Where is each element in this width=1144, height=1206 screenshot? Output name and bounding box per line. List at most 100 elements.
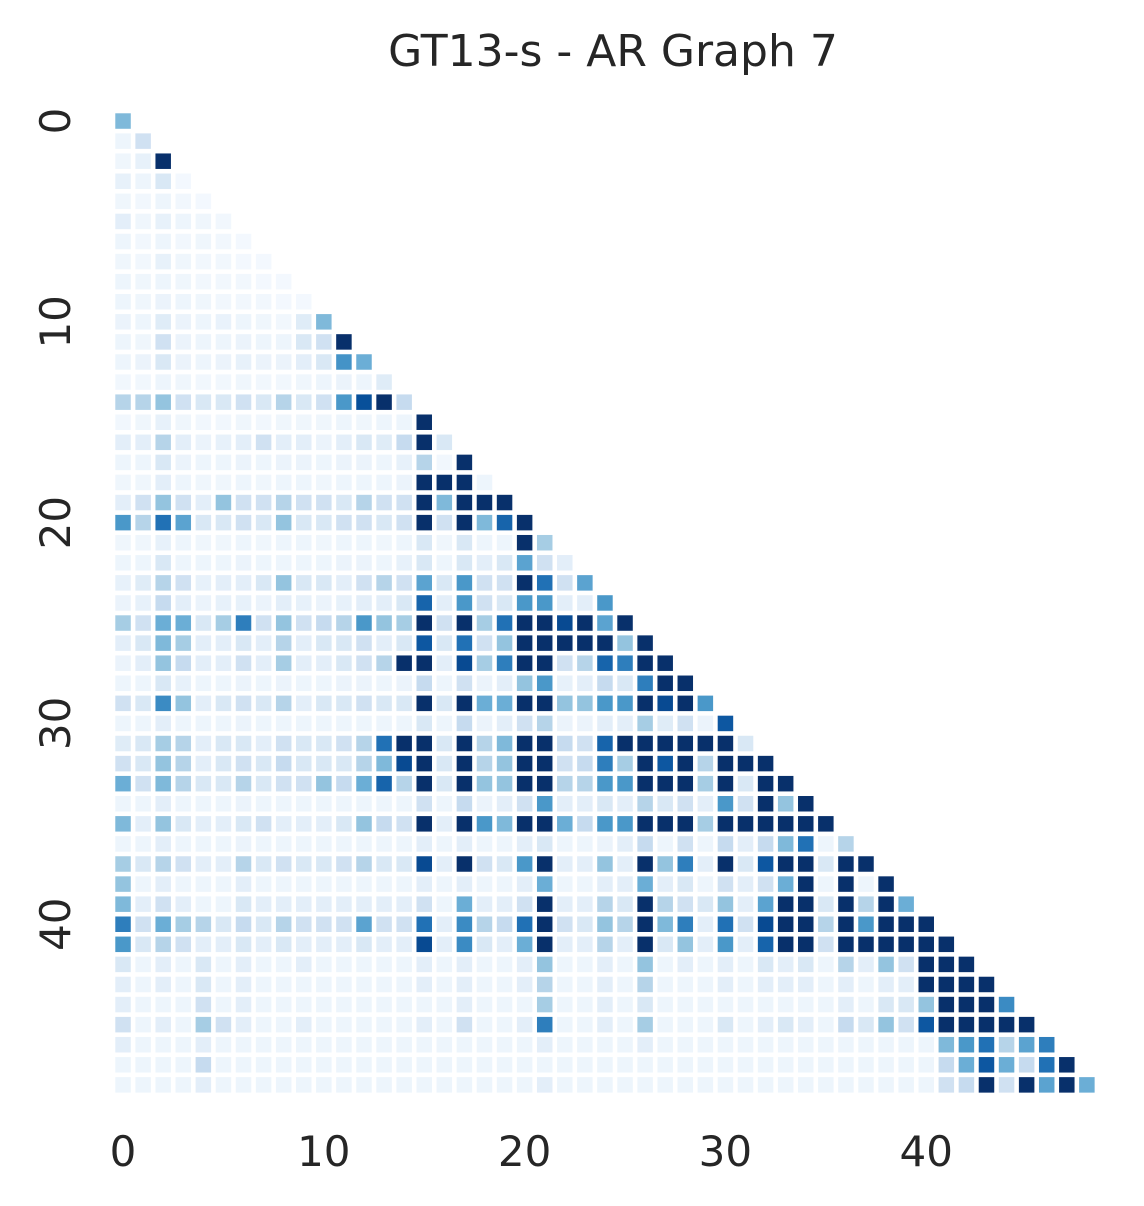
heatmap-cell [737, 996, 754, 1013]
heatmap-cell [456, 474, 473, 491]
heatmap-cell [456, 695, 473, 712]
heatmap-cell [496, 836, 513, 852]
heatmap-cell [376, 555, 392, 571]
heatmap-cell [597, 896, 613, 912]
heatmap-cell [235, 354, 252, 370]
heatmap-cell [115, 494, 131, 511]
heatmap-cell [215, 354, 232, 370]
heatmap-cell [536, 1036, 553, 1053]
heatmap-cell [456, 1036, 473, 1053]
heatmap-cell [1018, 1077, 1035, 1093]
heatmap-cell [496, 715, 513, 732]
heatmap-cell [436, 1077, 453, 1093]
heatmap-cell [255, 775, 272, 792]
heatmap-cell [858, 936, 874, 953]
heatmap-cell [516, 534, 533, 551]
heatmap-cell [717, 796, 734, 812]
heatmap-cell [135, 193, 151, 210]
heatmap-cell [135, 1057, 151, 1073]
heatmap-cell [135, 796, 151, 812]
heatmap-cell [416, 896, 432, 912]
heatmap-cell [255, 514, 272, 531]
heatmap-cell [536, 715, 553, 732]
heatmap-cell [577, 896, 593, 912]
heatmap-cell [737, 876, 754, 892]
heatmap-cell [356, 936, 372, 953]
x-tick-label: 0 [110, 1127, 137, 1176]
heatmap-cell [436, 816, 453, 832]
heatmap-cell [135, 635, 151, 651]
heatmap-cell [115, 856, 131, 872]
heatmap-cell [416, 976, 432, 993]
heatmap-cell [697, 796, 714, 812]
heatmap-cell [195, 635, 212, 651]
heatmap-cell [155, 474, 171, 491]
heatmap-cell [275, 534, 292, 551]
heatmap-cell [777, 816, 794, 832]
heatmap-cell [878, 996, 894, 1013]
heatmap-cell [336, 374, 352, 390]
heatmap-cell [356, 655, 372, 671]
heatmap-cell [456, 635, 473, 651]
heatmap-cell [476, 775, 493, 792]
heatmap-cell [175, 936, 192, 953]
heatmap-cell [536, 775, 553, 792]
heatmap-cell [316, 374, 332, 390]
heatmap-cell [396, 1057, 412, 1073]
heatmap-cell [536, 575, 553, 591]
heatmap-cell [677, 1016, 694, 1033]
heatmap-cell [296, 354, 312, 370]
heatmap-cell [798, 936, 814, 953]
heatmap-cell [617, 936, 633, 953]
heatmap-cell [798, 1077, 814, 1093]
heatmap-cell [737, 896, 754, 912]
heatmap-cell [416, 996, 432, 1013]
heatmap-cell [657, 956, 673, 973]
heatmap-cell [155, 253, 171, 270]
heatmap-cell [336, 494, 352, 511]
heatmap-cell [115, 394, 131, 410]
heatmap-cell [737, 1077, 754, 1093]
heatmap-cell [336, 414, 352, 430]
heatmap-cell [235, 1057, 252, 1073]
heatmap-cell [818, 1036, 834, 1053]
heatmap-cell [215, 896, 232, 912]
heatmap-cell [215, 233, 232, 250]
heatmap-cell [416, 474, 432, 491]
heatmap-cell [376, 896, 392, 912]
heatmap-cell [958, 1016, 975, 1033]
heatmap-cell [536, 876, 553, 892]
heatmap-cell [356, 876, 372, 892]
heatmap-cell [717, 856, 734, 872]
heatmap-cell [235, 715, 252, 732]
heatmap-cell [697, 876, 714, 892]
heatmap-cell [296, 635, 312, 651]
heatmap-cell [918, 996, 934, 1013]
heatmap-cell [115, 113, 131, 129]
heatmap-cell [376, 836, 392, 852]
heatmap-cell [938, 1077, 955, 1093]
heatmap-cell [617, 655, 633, 671]
heatmap-cell [135, 314, 151, 330]
heatmap-cell [456, 796, 473, 812]
heatmap-cell [557, 976, 573, 993]
heatmap-cell [516, 555, 533, 571]
heatmap-cell [737, 1036, 754, 1053]
heatmap-cell [496, 816, 513, 832]
heatmap-cell [336, 755, 352, 772]
heatmap-cell [637, 896, 653, 912]
heatmap-cell [255, 1036, 272, 1053]
x-tick-label: 30 [699, 1127, 752, 1176]
heatmap-cell [637, 976, 653, 993]
heatmap-cell [115, 796, 131, 812]
heatmap-cell [195, 253, 212, 270]
heatmap-cell [175, 494, 192, 511]
heatmap-cell [416, 555, 432, 571]
heatmap-cell [255, 735, 272, 752]
heatmap-cell [215, 414, 232, 430]
heatmap-cell [1038, 1057, 1055, 1073]
heatmap-cell [255, 996, 272, 1013]
heatmap-cell [336, 916, 352, 932]
heatmap-cell [717, 1016, 734, 1033]
heatmap-cell [998, 1077, 1015, 1093]
